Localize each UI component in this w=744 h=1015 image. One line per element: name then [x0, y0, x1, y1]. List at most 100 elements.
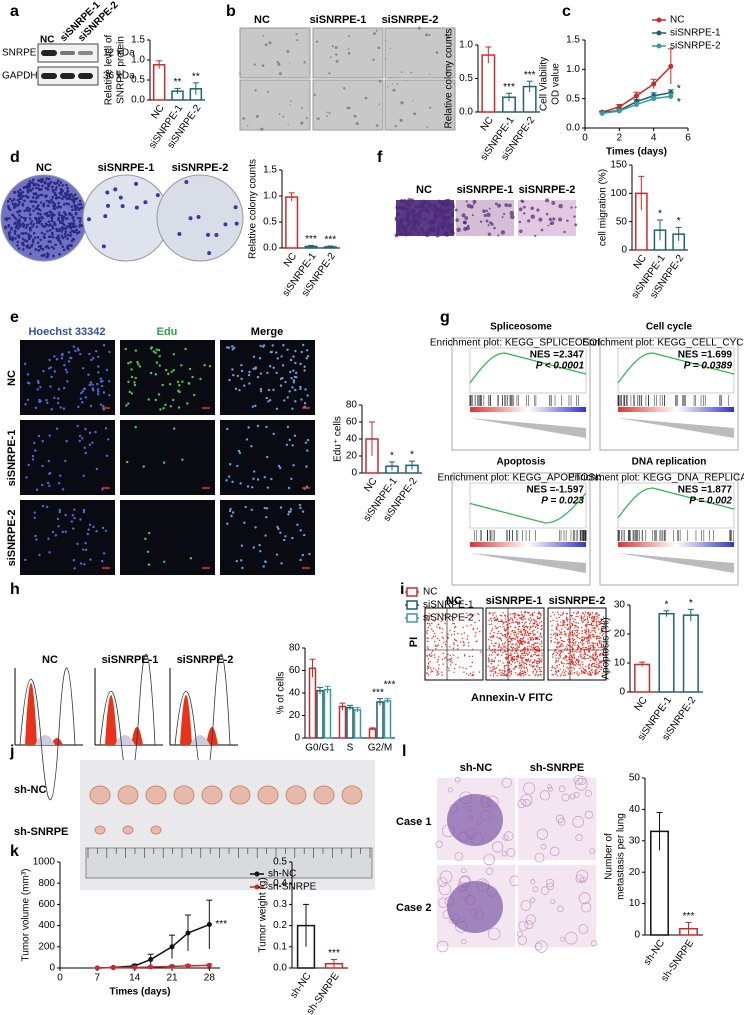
nucleus — [227, 346, 231, 349]
nucleus — [172, 369, 175, 372]
colony — [58, 227, 62, 231]
colony — [64, 235, 67, 238]
nucleus — [149, 347, 153, 350]
event — [599, 621, 602, 623]
nucleus — [34, 406, 38, 410]
nucleus — [56, 517, 60, 521]
nucleus — [35, 488, 39, 491]
event — [450, 657, 453, 659]
event — [531, 643, 533, 646]
event — [514, 644, 517, 646]
event — [529, 648, 532, 651]
event — [490, 663, 492, 665]
event — [571, 646, 573, 648]
event — [437, 673, 440, 675]
cell — [518, 229, 523, 234]
event — [493, 632, 495, 634]
cell — [530, 214, 536, 219]
cell — [545, 198, 550, 203]
event — [507, 640, 509, 643]
marker — [651, 81, 657, 87]
event — [527, 660, 529, 662]
y-tick-label: 0.5 — [459, 73, 473, 84]
event — [557, 660, 560, 662]
event — [540, 649, 543, 651]
event — [584, 631, 586, 634]
speck — [391, 83, 394, 85]
nucleus — [264, 560, 267, 563]
nucleus — [130, 368, 133, 371]
colony — [13, 205, 17, 209]
nucleus — [271, 344, 274, 347]
event — [499, 625, 502, 628]
event — [472, 629, 474, 631]
panel-letter: b — [226, 3, 236, 20]
event — [586, 672, 589, 674]
event — [518, 646, 520, 648]
y-axis-label: Tumor weight (g) — [258, 877, 269, 952]
nucleus — [291, 536, 294, 540]
nucleus — [188, 382, 191, 385]
event — [447, 653, 449, 656]
colony — [39, 219, 42, 223]
nucleus — [157, 348, 161, 352]
event — [571, 624, 574, 626]
event — [585, 648, 588, 651]
nucleus — [208, 364, 212, 368]
gsea-p: P = 0.002 — [689, 496, 732, 507]
nucleus — [71, 514, 75, 517]
cell — [451, 202, 455, 206]
event — [571, 670, 573, 672]
speck — [315, 40, 319, 43]
colony — [13, 215, 16, 219]
colony — [37, 203, 40, 207]
event — [529, 626, 531, 628]
nucleus — [259, 387, 263, 391]
event — [569, 639, 571, 642]
colony — [46, 229, 49, 233]
event — [555, 657, 557, 659]
micrograph — [518, 200, 576, 236]
nucleus — [180, 364, 183, 367]
nucleus — [127, 402, 130, 405]
nucleus — [25, 476, 28, 479]
nucleus — [199, 377, 202, 381]
gsea-rank-bar — [618, 542, 734, 547]
event — [436, 618, 439, 621]
nucleus — [89, 404, 93, 408]
event — [454, 639, 456, 642]
cell — [403, 230, 406, 233]
colony — [25, 239, 29, 243]
event — [583, 671, 586, 674]
event — [567, 619, 569, 621]
y-axis-label: SNRPE protein — [116, 36, 127, 104]
event — [538, 648, 540, 650]
colony — [31, 181, 35, 184]
nucleus — [266, 371, 269, 375]
event — [536, 670, 538, 672]
event — [432, 619, 434, 622]
event — [575, 622, 577, 624]
nucleus — [64, 513, 67, 517]
gsea-nes: NES =-1.597 — [526, 485, 584, 496]
nucleus — [252, 367, 255, 370]
colony — [7, 205, 10, 209]
legend-swatch — [406, 613, 418, 623]
y-tick-label: 0.5 — [566, 93, 580, 104]
nucleus — [134, 425, 137, 429]
event — [504, 618, 507, 620]
event — [598, 662, 601, 664]
colony — [76, 206, 80, 210]
event — [582, 612, 585, 614]
colony — [103, 214, 108, 219]
event — [563, 674, 565, 677]
event — [527, 618, 529, 620]
event — [570, 663, 572, 665]
event — [463, 616, 465, 618]
event — [581, 632, 583, 635]
event — [510, 663, 512, 666]
event — [518, 644, 521, 646]
speck — [246, 125, 249, 127]
event — [559, 668, 561, 670]
tumor — [145, 785, 167, 805]
